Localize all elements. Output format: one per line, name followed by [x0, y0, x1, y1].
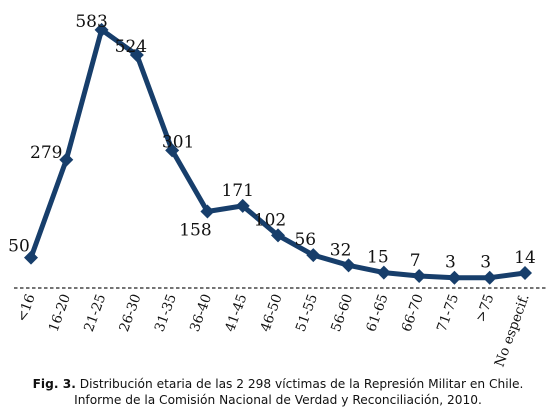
data-point-11 [412, 269, 427, 284]
data-point-7 [271, 228, 285, 243]
data-point-1 [59, 152, 74, 167]
x-tick-label-0: <16 [14, 292, 39, 324]
data-point-6 [235, 198, 250, 213]
data-label-8: 56 [294, 230, 316, 250]
data-point-10 [376, 265, 391, 280]
x-tick-label-12: 71-75 [434, 292, 462, 334]
caption-text-1: Distribución etaria de las 2 298 víctima… [79, 377, 524, 391]
data-label-7: 102 [254, 210, 286, 230]
x-tick-label-2: 21-25 [81, 292, 109, 334]
x-tick-label-10: 61-65 [363, 292, 391, 334]
caption-line-1: Fig. 3. Distribución etaria de las 2 298… [0, 376, 556, 392]
x-tick-label-5: 36-40 [187, 292, 215, 334]
data-point-14 [518, 266, 532, 281]
figure-caption: Fig. 3. Distribución etaria de las 2 298… [0, 376, 556, 408]
data-label-9: 32 [330, 240, 352, 260]
x-tick-label-1: 16-20 [46, 292, 74, 334]
x-tick-label-9: 56-60 [328, 292, 356, 334]
data-point-2 [94, 22, 109, 37]
x-tick-label-11: 66-70 [399, 292, 427, 334]
data-label-5: 158 [179, 220, 211, 240]
data-point-5 [200, 204, 215, 219]
data-label-12: 3 [445, 253, 456, 273]
x-tick-label-13: >75 [473, 292, 498, 324]
data-point-12 [447, 270, 462, 285]
data-point-4 [165, 143, 180, 158]
x-tick-label-6: 41-45 [222, 292, 250, 334]
caption-tag: Fig. 3. [32, 377, 76, 391]
data-label-4: 301 [162, 132, 194, 152]
x-tick-label-4: 31-35 [152, 292, 180, 334]
data-label-2: 583 [75, 12, 107, 32]
data-point-3 [129, 48, 144, 63]
data-point-9 [341, 258, 356, 273]
data-label-0: 50 [8, 237, 30, 257]
x-tick-label-8: 51-55 [293, 292, 321, 334]
data-label-6: 171 [221, 181, 253, 201]
data-label-1: 279 [30, 143, 62, 163]
data-point-8 [306, 248, 321, 263]
data-label-14: 14 [514, 248, 536, 268]
data-point-13 [482, 270, 497, 285]
x-tick-label-3: 26-30 [116, 292, 144, 334]
data-label-10: 15 [367, 248, 389, 268]
x-tick-label-7: 46-50 [257, 292, 285, 334]
caption-line-2: Informe de la Comisión Nacional de Verda… [74, 393, 482, 407]
data-label-3: 524 [115, 37, 147, 57]
data-label-13: 3 [480, 253, 491, 273]
data-point-0 [24, 250, 38, 265]
data-label-11: 7 [410, 251, 421, 271]
x-tick-label-14: No especif. [492, 292, 533, 369]
